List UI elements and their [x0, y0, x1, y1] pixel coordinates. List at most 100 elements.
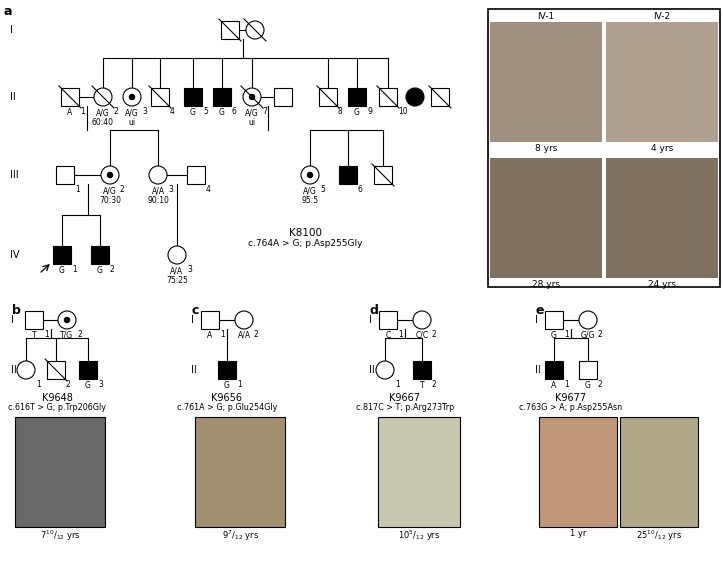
Text: 2: 2: [113, 107, 118, 116]
Bar: [490, 22, 602, 142]
Text: G: G: [354, 108, 360, 117]
Text: 2: 2: [120, 185, 125, 194]
Text: A: A: [208, 331, 213, 340]
Text: T: T: [32, 331, 36, 340]
Circle shape: [108, 173, 113, 178]
Text: A: A: [67, 108, 72, 117]
Text: I: I: [369, 315, 372, 325]
Text: 1: 1: [36, 380, 40, 389]
Text: c.761A > G; p.Glu254Gly: c.761A > G; p.Glu254Gly: [177, 403, 277, 412]
Text: 1: 1: [220, 330, 225, 339]
Text: 1: 1: [44, 330, 48, 339]
Circle shape: [64, 317, 69, 322]
Text: c: c: [192, 304, 200, 317]
Bar: [539, 417, 617, 527]
Text: I: I: [535, 315, 538, 325]
Bar: [606, 158, 718, 278]
Text: 1: 1: [80, 107, 85, 116]
Text: b: b: [12, 304, 21, 317]
Bar: [378, 417, 460, 527]
Text: 4 yrs: 4 yrs: [651, 144, 673, 153]
Bar: [339, 166, 357, 184]
Text: A/G
95:5: A/G 95:5: [301, 186, 319, 206]
Text: I: I: [191, 315, 194, 325]
Text: III: III: [10, 170, 19, 180]
Text: IV: IV: [10, 250, 20, 260]
Bar: [151, 88, 169, 106]
Bar: [274, 88, 292, 106]
Bar: [488, 9, 720, 287]
Text: I: I: [10, 25, 13, 35]
Circle shape: [149, 166, 167, 184]
Text: 6: 6: [232, 107, 237, 116]
Circle shape: [129, 95, 134, 99]
Text: G: G: [551, 331, 557, 340]
Bar: [379, 88, 397, 106]
Bar: [620, 417, 698, 527]
Text: d: d: [370, 304, 379, 317]
Text: e: e: [536, 304, 544, 317]
Text: C/C: C/C: [416, 331, 429, 340]
Text: 7: 7: [262, 107, 267, 116]
Text: $7^{10}/_{12}$ yrs: $7^{10}/_{12}$ yrs: [40, 529, 80, 543]
Text: 1 yr: 1 yr: [570, 529, 586, 538]
Bar: [374, 166, 392, 184]
Text: 24 yrs: 24 yrs: [648, 280, 676, 289]
Bar: [201, 311, 219, 329]
Text: 2: 2: [432, 380, 437, 389]
Text: $10^{5}/_{12}$ yrs: $10^{5}/_{12}$ yrs: [398, 529, 440, 543]
Text: G: G: [97, 266, 103, 275]
Text: 2: 2: [598, 380, 603, 389]
Text: 28 yrs: 28 yrs: [532, 280, 560, 289]
Text: $25^{10}/_{12}$ yrs: $25^{10}/_{12}$ yrs: [636, 529, 682, 543]
Bar: [606, 22, 718, 142]
Text: 3: 3: [98, 380, 103, 389]
Text: II: II: [191, 365, 197, 375]
Text: 8 yrs: 8 yrs: [535, 144, 557, 153]
Text: 10: 10: [398, 107, 408, 116]
Circle shape: [94, 88, 112, 106]
Text: II: II: [535, 365, 541, 375]
Text: G: G: [190, 108, 196, 117]
Text: G: G: [224, 381, 230, 390]
Bar: [413, 361, 431, 379]
Circle shape: [406, 88, 424, 106]
Bar: [319, 88, 337, 106]
Text: 1: 1: [75, 185, 80, 194]
Text: A/A
90:10: A/A 90:10: [147, 186, 169, 206]
Text: 3: 3: [187, 265, 192, 274]
Text: 1: 1: [72, 265, 77, 274]
Circle shape: [246, 21, 264, 39]
Text: A/G
ui: A/G ui: [245, 108, 259, 127]
Circle shape: [235, 311, 253, 329]
Text: A/G
70:30: A/G 70:30: [99, 186, 121, 206]
Text: $9^{7}/_{12}$ yrs: $9^{7}/_{12}$ yrs: [221, 529, 259, 543]
Text: II: II: [11, 365, 17, 375]
Text: II: II: [10, 92, 16, 102]
Bar: [15, 417, 105, 527]
Bar: [545, 361, 563, 379]
Text: IV-2: IV-2: [654, 12, 670, 21]
Text: 9: 9: [367, 107, 372, 116]
Circle shape: [301, 166, 319, 184]
Text: 2: 2: [598, 330, 603, 339]
Bar: [545, 311, 563, 329]
Text: 3: 3: [142, 107, 147, 116]
Circle shape: [17, 361, 35, 379]
Bar: [431, 88, 449, 106]
Text: G/G: G/G: [581, 331, 595, 340]
Text: K9648: K9648: [41, 393, 72, 403]
Text: K8100: K8100: [288, 228, 322, 238]
Text: 2: 2: [66, 380, 71, 389]
Text: C: C: [385, 331, 390, 340]
Bar: [195, 417, 285, 527]
Text: 2: 2: [110, 265, 115, 274]
Bar: [184, 88, 202, 106]
Circle shape: [168, 246, 186, 264]
Text: K9656: K9656: [212, 393, 242, 403]
Text: 1: 1: [395, 380, 400, 389]
Circle shape: [307, 173, 312, 178]
Text: c.817C > T; p.Arg273Trp: c.817C > T; p.Arg273Trp: [356, 403, 454, 412]
Text: 1: 1: [564, 380, 569, 389]
Text: G: G: [585, 381, 591, 390]
